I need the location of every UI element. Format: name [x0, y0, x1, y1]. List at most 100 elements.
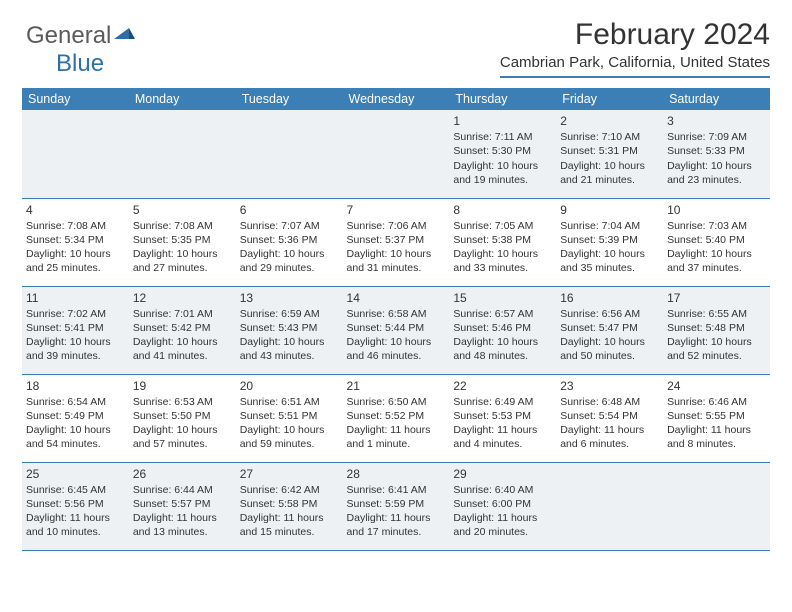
calendar-cell: 7Sunrise: 7:06 AMSunset: 5:37 PMDaylight…: [343, 198, 450, 286]
day-detail: Sunset: 5:49 PM: [26, 409, 125, 423]
day-detail: Sunset: 5:57 PM: [133, 497, 232, 511]
logo-word2: Blue: [56, 50, 104, 78]
day-detail: Sunrise: 6:41 AM: [347, 483, 446, 497]
calendar-week: 25Sunrise: 6:45 AMSunset: 5:56 PMDayligh…: [22, 462, 770, 550]
day-detail: Sunrise: 7:05 AM: [453, 219, 552, 233]
calendar-cell: 11Sunrise: 7:02 AMSunset: 5:41 PMDayligh…: [22, 286, 129, 374]
day-number: 12: [133, 290, 232, 306]
calendar-week: 4Sunrise: 7:08 AMSunset: 5:34 PMDaylight…: [22, 198, 770, 286]
day-detail: Daylight: 10 hours and 21 minutes.: [560, 159, 659, 187]
day-detail: Sunrise: 6:42 AM: [240, 483, 339, 497]
day-number: 28: [347, 466, 446, 482]
calendar-cell: 22Sunrise: 6:49 AMSunset: 5:53 PMDayligh…: [449, 374, 556, 462]
day-detail: Daylight: 10 hours and 19 minutes.: [453, 159, 552, 187]
month-title: February 2024: [500, 18, 770, 52]
calendar-cell: 20Sunrise: 6:51 AMSunset: 5:51 PMDayligh…: [236, 374, 343, 462]
day-detail: Sunrise: 7:04 AM: [560, 219, 659, 233]
calendar-cell: [236, 110, 343, 198]
day-detail: Sunset: 5:48 PM: [667, 321, 766, 335]
calendar-cell: 1Sunrise: 7:11 AMSunset: 5:30 PMDaylight…: [449, 110, 556, 198]
day-detail: Sunset: 5:34 PM: [26, 233, 125, 247]
day-number: 19: [133, 378, 232, 394]
day-number: 29: [453, 466, 552, 482]
title-block: February 2024 Cambrian Park, California,…: [500, 18, 770, 78]
day-number: 22: [453, 378, 552, 394]
day-number: 26: [133, 466, 232, 482]
day-detail: Daylight: 10 hours and 54 minutes.: [26, 423, 125, 451]
day-detail: Daylight: 11 hours and 10 minutes.: [26, 511, 125, 539]
calendar-cell: 27Sunrise: 6:42 AMSunset: 5:58 PMDayligh…: [236, 462, 343, 550]
day-detail: Sunset: 5:50 PM: [133, 409, 232, 423]
day-number: 27: [240, 466, 339, 482]
day-detail: Daylight: 10 hours and 27 minutes.: [133, 247, 232, 275]
day-detail: Daylight: 10 hours and 41 minutes.: [133, 335, 232, 363]
day-number: 24: [667, 378, 766, 394]
day-detail: Sunrise: 7:06 AM: [347, 219, 446, 233]
calendar-cell: 9Sunrise: 7:04 AMSunset: 5:39 PMDaylight…: [556, 198, 663, 286]
day-number: 7: [347, 202, 446, 218]
calendar-cell: 13Sunrise: 6:59 AMSunset: 5:43 PMDayligh…: [236, 286, 343, 374]
day-detail: Sunset: 5:44 PM: [347, 321, 446, 335]
day-detail: Sunrise: 7:02 AM: [26, 307, 125, 321]
calendar-cell: 2Sunrise: 7:10 AMSunset: 5:31 PMDaylight…: [556, 110, 663, 198]
day-detail: Daylight: 10 hours and 50 minutes.: [560, 335, 659, 363]
day-detail: Sunrise: 6:51 AM: [240, 395, 339, 409]
day-detail: Sunset: 5:43 PM: [240, 321, 339, 335]
day-detail: Sunrise: 6:57 AM: [453, 307, 552, 321]
day-number: 14: [347, 290, 446, 306]
calendar-table: SundayMondayTuesdayWednesdayThursdayFrid…: [22, 88, 770, 551]
day-detail: Sunset: 5:39 PM: [560, 233, 659, 247]
day-detail: Sunrise: 6:59 AM: [240, 307, 339, 321]
day-detail: Sunrise: 7:08 AM: [133, 219, 232, 233]
calendar-cell: 12Sunrise: 7:01 AMSunset: 5:42 PMDayligh…: [129, 286, 236, 374]
day-detail: Daylight: 10 hours and 23 minutes.: [667, 159, 766, 187]
day-detail: Sunset: 5:53 PM: [453, 409, 552, 423]
calendar-cell: [129, 110, 236, 198]
day-number: 13: [240, 290, 339, 306]
day-detail: Sunrise: 6:58 AM: [347, 307, 446, 321]
day-detail: Sunrise: 6:49 AM: [453, 395, 552, 409]
calendar-cell: 6Sunrise: 7:07 AMSunset: 5:36 PMDaylight…: [236, 198, 343, 286]
calendar-cell: 4Sunrise: 7:08 AMSunset: 5:34 PMDaylight…: [22, 198, 129, 286]
calendar-cell: [663, 462, 770, 550]
day-detail: Sunset: 5:36 PM: [240, 233, 339, 247]
day-number: 8: [453, 202, 552, 218]
day-detail: Sunset: 5:47 PM: [560, 321, 659, 335]
day-detail: Sunrise: 6:40 AM: [453, 483, 552, 497]
day-detail: Sunset: 5:31 PM: [560, 144, 659, 158]
day-detail: Sunrise: 6:45 AM: [26, 483, 125, 497]
day-detail: Sunrise: 6:46 AM: [667, 395, 766, 409]
calendar-week: 11Sunrise: 7:02 AMSunset: 5:41 PMDayligh…: [22, 286, 770, 374]
calendar-cell: 14Sunrise: 6:58 AMSunset: 5:44 PMDayligh…: [343, 286, 450, 374]
day-detail: Sunrise: 7:03 AM: [667, 219, 766, 233]
day-detail: Daylight: 11 hours and 20 minutes.: [453, 511, 552, 539]
day-detail: Daylight: 11 hours and 15 minutes.: [240, 511, 339, 539]
day-detail: Sunrise: 6:48 AM: [560, 395, 659, 409]
day-detail: Daylight: 11 hours and 1 minute.: [347, 423, 446, 451]
calendar-cell: 25Sunrise: 6:45 AMSunset: 5:56 PMDayligh…: [22, 462, 129, 550]
day-detail: Sunset: 5:51 PM: [240, 409, 339, 423]
day-detail: Daylight: 10 hours and 52 minutes.: [667, 335, 766, 363]
day-detail: Daylight: 11 hours and 13 minutes.: [133, 511, 232, 539]
calendar-cell: 28Sunrise: 6:41 AMSunset: 5:59 PMDayligh…: [343, 462, 450, 550]
day-detail: Sunrise: 6:54 AM: [26, 395, 125, 409]
calendar-cell: 19Sunrise: 6:53 AMSunset: 5:50 PMDayligh…: [129, 374, 236, 462]
weekday-header: Wednesday: [343, 88, 450, 110]
calendar-week: 1Sunrise: 7:11 AMSunset: 5:30 PMDaylight…: [22, 110, 770, 198]
day-detail: Sunset: 5:59 PM: [347, 497, 446, 511]
day-detail: Sunset: 5:33 PM: [667, 144, 766, 158]
calendar-cell: 18Sunrise: 6:54 AMSunset: 5:49 PMDayligh…: [22, 374, 129, 462]
weekday-header: Tuesday: [236, 88, 343, 110]
calendar-header: SundayMondayTuesdayWednesdayThursdayFrid…: [22, 88, 770, 110]
day-detail: Daylight: 11 hours and 4 minutes.: [453, 423, 552, 451]
calendar-cell: 3Sunrise: 7:09 AMSunset: 5:33 PMDaylight…: [663, 110, 770, 198]
day-number: 2: [560, 113, 659, 129]
calendar-cell: 10Sunrise: 7:03 AMSunset: 5:40 PMDayligh…: [663, 198, 770, 286]
day-number: 23: [560, 378, 659, 394]
day-number: 18: [26, 378, 125, 394]
calendar-cell: 16Sunrise: 6:56 AMSunset: 5:47 PMDayligh…: [556, 286, 663, 374]
calendar-cell: 17Sunrise: 6:55 AMSunset: 5:48 PMDayligh…: [663, 286, 770, 374]
day-detail: Daylight: 10 hours and 43 minutes.: [240, 335, 339, 363]
day-number: 9: [560, 202, 659, 218]
day-number: 5: [133, 202, 232, 218]
